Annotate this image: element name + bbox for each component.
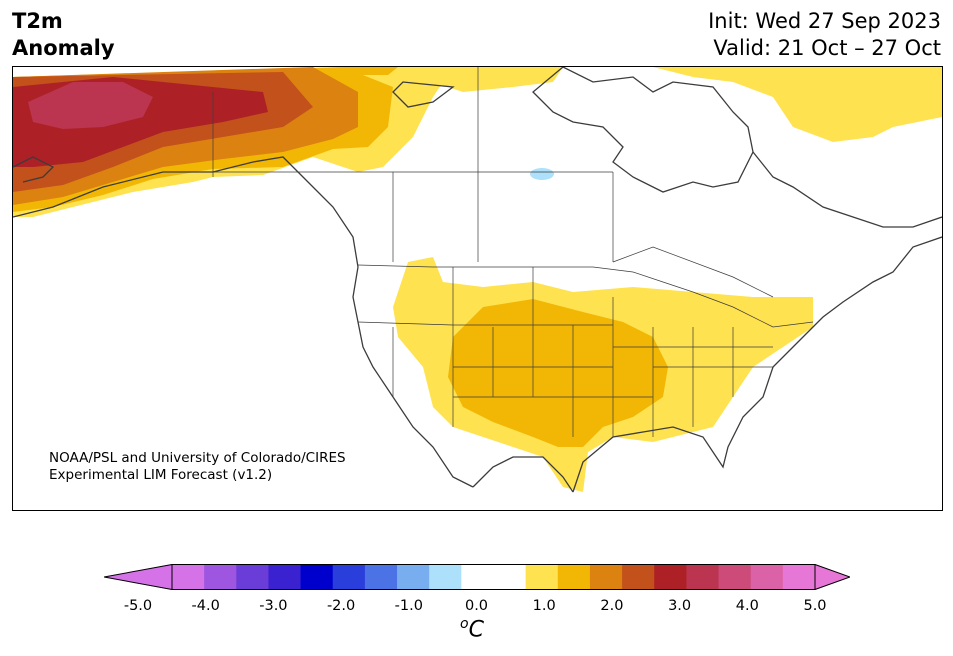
forecast-dates: Init: Wed 27 Sep 2023 Valid: 21 Oct – 27… xyxy=(708,8,941,62)
anomaly-region-arctic-east xyxy=(653,67,942,142)
colorbar-tick-label: 2.0 xyxy=(600,598,624,614)
colorbar-bin xyxy=(589,564,623,590)
colorbar-bin xyxy=(397,564,430,590)
anomaly-map xyxy=(13,67,942,493)
coastline xyxy=(13,67,942,493)
colorbar-tick-label: -5.0 xyxy=(123,598,153,614)
map-panel xyxy=(12,66,943,511)
colorbar-bin xyxy=(364,564,398,590)
map-title: T2m Anomaly xyxy=(12,8,115,62)
init-date: Init: Wed 27 Sep 2023 xyxy=(708,9,941,33)
colorbar-bin xyxy=(750,564,784,590)
colorbar-over-outline xyxy=(814,564,850,590)
colorbar-bin xyxy=(172,564,205,590)
credit-line-2: Experimental LIM Forecast (v1.2) xyxy=(49,467,273,483)
colorbar-bin xyxy=(236,564,269,590)
colorbar-bin xyxy=(300,564,334,590)
colorbar-under-arrow xyxy=(104,564,172,590)
anomaly-region-alaska-crimson xyxy=(28,82,153,129)
colorbar-unit: oC xyxy=(460,616,484,642)
credit-line-1: NOAA/PSL and University of Colorado/CIRE… xyxy=(49,450,346,466)
colorbar-bin xyxy=(557,564,591,590)
colorbar-bin xyxy=(686,564,720,590)
title-anomaly: Anomaly xyxy=(12,36,115,60)
unit-celsius: C xyxy=(468,617,484,643)
colorbar-arrow-outline xyxy=(104,564,173,590)
anomaly-region-arctic-gold xyxy=(343,67,398,75)
colorbar-tick-label: -4.0 xyxy=(191,598,220,614)
valid-range: Valid: 21 Oct – 27 Oct xyxy=(713,36,941,60)
credit-text: NOAA/PSL and University of Colorado/CIRE… xyxy=(49,450,346,484)
colorbar-bin xyxy=(204,564,237,590)
colorbar-bin xyxy=(332,564,366,590)
colorbar-tick-label: -2.0 xyxy=(326,598,356,614)
colorbar-bin xyxy=(461,564,494,590)
anomaly-region-cool xyxy=(530,168,554,180)
colorbar-bin xyxy=(429,564,462,590)
colorbar-bin xyxy=(782,564,816,590)
colorbar-tick-label: 5.0 xyxy=(803,598,827,614)
colorbar-tick-label: -3.0 xyxy=(259,598,288,614)
unit-degree: o xyxy=(460,616,469,632)
colorbar-over-arrow xyxy=(815,564,850,590)
colorbar-bins xyxy=(172,564,816,590)
colorbar-bin xyxy=(493,564,527,590)
colorbar-tick-label: 0.0 xyxy=(464,598,489,614)
colorbar-tick-label: 1.0 xyxy=(532,598,556,614)
political-borders xyxy=(212,67,814,437)
colorbar-bin xyxy=(718,564,752,590)
title-variable: T2m xyxy=(12,9,63,33)
colorbar xyxy=(104,564,850,590)
colorbar-tick-label: 3.0 xyxy=(668,598,692,614)
anomaly-region-arctic-west xyxy=(343,67,563,92)
colorbar-tick-label: 4.0 xyxy=(735,598,759,614)
colorbar-bin xyxy=(622,564,655,590)
colorbar-bin xyxy=(268,564,302,590)
colorbar-tick-label: -1.0 xyxy=(394,598,423,614)
colorbar-bin xyxy=(525,564,559,590)
colorbar-bin xyxy=(654,564,687,590)
